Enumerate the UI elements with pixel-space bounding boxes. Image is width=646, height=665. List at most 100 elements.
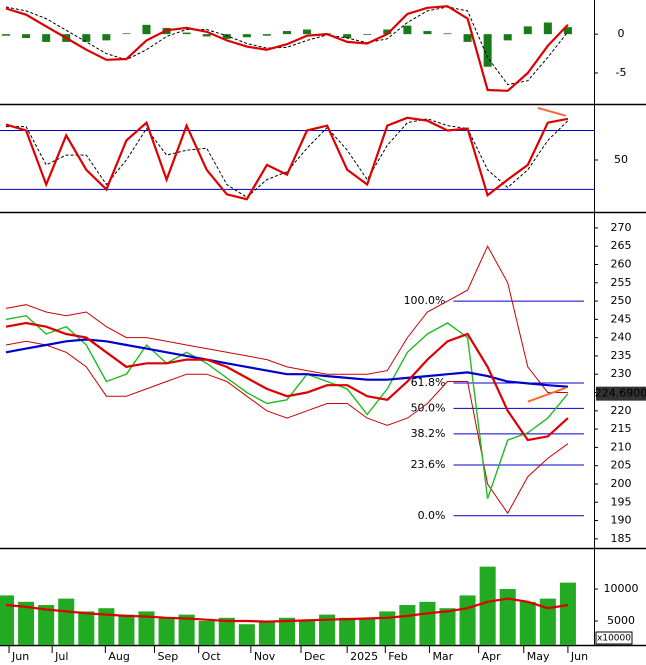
series-line xyxy=(5,597,569,623)
fib-label: 0.0% xyxy=(418,509,446,522)
bar xyxy=(439,608,456,645)
bar xyxy=(118,614,135,645)
y-tick-label: 190 xyxy=(611,514,632,527)
bar xyxy=(463,34,472,42)
bar xyxy=(102,34,111,41)
bar xyxy=(339,617,356,645)
bar xyxy=(182,32,191,35)
x-tick-label: Nov xyxy=(254,650,276,663)
bar xyxy=(242,34,251,38)
x-tick-label: Sep xyxy=(158,650,179,663)
bar xyxy=(218,617,235,645)
x-tick-label: Apr xyxy=(482,650,502,663)
y-tick-label: 235 xyxy=(611,349,632,362)
bar xyxy=(379,611,396,645)
y-tick-label: 5000 xyxy=(607,614,635,627)
y-tick-label: -5 xyxy=(616,66,627,79)
bar xyxy=(158,617,175,645)
fib-label: 50.0% xyxy=(411,401,446,414)
bar xyxy=(459,595,476,645)
y-tick-label: 50 xyxy=(614,153,628,166)
bar xyxy=(443,33,452,35)
y-tick-label: 250 xyxy=(611,294,632,307)
bar xyxy=(499,589,516,645)
last-price-label: 224.6900 xyxy=(595,387,646,400)
x-tick-label: Jun xyxy=(570,650,588,663)
y-tick-label: 210 xyxy=(611,440,632,453)
y-tick-label: 200 xyxy=(611,477,632,490)
bar xyxy=(319,614,336,645)
y-tick-label: 195 xyxy=(611,495,632,508)
bar xyxy=(178,614,195,645)
bar xyxy=(359,617,376,645)
bar xyxy=(238,624,255,645)
x-tick-label: Aug xyxy=(108,650,129,663)
x-tick-label: Jul xyxy=(54,650,68,663)
bar xyxy=(503,34,512,41)
bar xyxy=(299,621,316,645)
bar xyxy=(38,605,55,645)
bar xyxy=(383,29,392,35)
fib-label: 23.6% xyxy=(411,458,446,471)
bar xyxy=(483,34,492,67)
fib-label: 61.8% xyxy=(411,376,446,389)
bar xyxy=(42,34,51,42)
bar xyxy=(2,34,11,36)
y-tick-label: 10000 xyxy=(604,582,639,595)
x-tick-label: Dec xyxy=(304,650,325,663)
series-line xyxy=(5,314,569,499)
bar xyxy=(122,33,131,35)
y-tick-label: 230 xyxy=(611,367,632,380)
bar xyxy=(78,611,95,645)
bar xyxy=(343,34,352,39)
y-tick-label: 270 xyxy=(611,221,632,234)
bar xyxy=(282,31,291,35)
last-price-box xyxy=(596,386,646,401)
bar xyxy=(563,27,572,35)
bar xyxy=(222,34,231,39)
y-tick-label: 245 xyxy=(611,312,632,325)
y-tick-label: 205 xyxy=(611,459,632,472)
x-tick-label: 2025 xyxy=(350,650,378,663)
bar xyxy=(262,34,271,36)
y-tick-label: 185 xyxy=(611,532,632,545)
series-line xyxy=(5,321,569,442)
bar xyxy=(419,601,436,645)
bar xyxy=(138,611,155,645)
bar xyxy=(303,29,312,35)
x-tick-label: Oct xyxy=(202,650,222,663)
bar xyxy=(22,34,31,39)
bar xyxy=(539,598,556,645)
series-line xyxy=(6,118,569,198)
bar xyxy=(58,598,75,645)
y-tick-label: 215 xyxy=(611,422,632,435)
y-tick-label: 240 xyxy=(611,331,632,344)
bar xyxy=(198,621,215,645)
series-line xyxy=(5,5,569,92)
y-tick-label: 255 xyxy=(611,276,632,289)
y-tick-label: 0 xyxy=(618,27,625,40)
bar xyxy=(403,25,412,35)
y-tick-label: 265 xyxy=(611,239,632,252)
bar xyxy=(523,26,532,35)
bar xyxy=(543,22,552,35)
fib-label: 100.0% xyxy=(404,294,446,307)
y-tick-label: 220 xyxy=(611,404,632,417)
trendline xyxy=(537,106,567,117)
fib-label: 38.2% xyxy=(411,427,446,440)
x-tick-label: Mar xyxy=(432,650,453,663)
bar xyxy=(363,34,372,35)
bar xyxy=(423,31,432,35)
series-line xyxy=(5,338,568,388)
bar xyxy=(202,34,211,37)
bar xyxy=(399,605,416,645)
bar xyxy=(98,608,115,645)
bar xyxy=(258,621,275,645)
bar xyxy=(519,601,536,645)
bar xyxy=(18,601,35,645)
y-tick-label: 260 xyxy=(611,257,632,270)
x-tick-label: May xyxy=(527,650,550,663)
x-tick-label: Jun xyxy=(11,650,29,663)
bar xyxy=(142,24,151,35)
